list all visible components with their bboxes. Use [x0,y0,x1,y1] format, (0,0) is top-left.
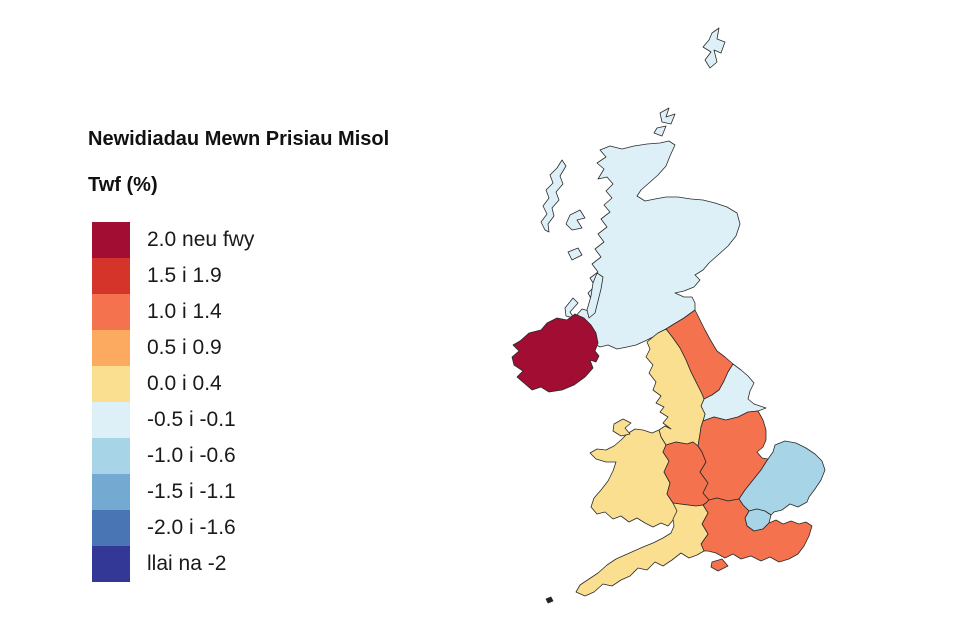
legend-swatch [92,258,130,294]
legend-swatch [92,294,130,330]
legend-item: 2.0 neu fwy [92,222,254,258]
legend-label: 0.5 i 0.9 [147,336,222,359]
legend-label: -1.0 i -0.6 [147,444,236,467]
legend-heading: Twf (%) [88,174,158,196]
legend-label: 0.0 i 0.4 [147,372,222,395]
region-scotland-shetland [702,27,726,69]
region-northern-ireland [511,313,600,393]
legend-swatch [92,222,130,258]
region-south-west [575,502,709,597]
legend-swatch [92,546,130,582]
legend-label: 1.0 i 1.4 [147,300,222,323]
legend-label: 2.0 neu fwy [147,228,255,251]
legend-item: 1.0 i 1.4 [92,294,254,330]
isles-of-scilly [545,596,554,604]
legend-label: 1.5 i 1.9 [147,264,222,287]
legend-item: -1.5 i -1.1 [92,474,254,510]
legend: 2.0 neu fwy 1.5 i 1.9 1.0 i 1.4 0.5 i 0.9 0.… [92,222,254,582]
legend-item: 0.0 i 0.4 [92,366,254,402]
legend-label: llai na -2 [147,552,227,575]
legend-item: -0.5 i -0.1 [92,402,254,438]
legend-item: 0.5 i 0.9 [92,330,254,366]
region-scotland-skye [565,209,586,231]
legend-swatch [92,474,130,510]
legend-swatch [92,510,130,546]
legend-swatch [92,402,130,438]
region-scotland-mull [567,247,583,261]
region-wales [589,428,679,528]
legend-swatch [92,366,130,402]
legend-label: -0.5 i -0.1 [147,408,236,431]
legend-label: -1.5 i -1.1 [147,480,236,503]
region-scotland-kintyre [586,272,604,319]
legend-item: -2.0 i -1.6 [92,510,254,546]
legend-swatch [92,330,130,366]
legend-item: llai na -2 [92,546,254,582]
legend-item: 1.5 i 1.9 [92,258,254,294]
map-title: Newidiadau Mewn Prisiau Misol [88,128,390,150]
legend-item: -1.0 i -0.6 [92,438,254,474]
region-scotland-islay [564,297,579,319]
legend-label: -2.0 i -1.6 [147,516,236,539]
region-south-east-isle-of-wight [710,558,729,572]
region-scotland-orkney [653,107,676,137]
legend-swatch [92,438,130,474]
region-scotland-hebrides [540,159,567,233]
region-wales-anglesey [612,418,632,437]
region-scotland [574,140,741,350]
